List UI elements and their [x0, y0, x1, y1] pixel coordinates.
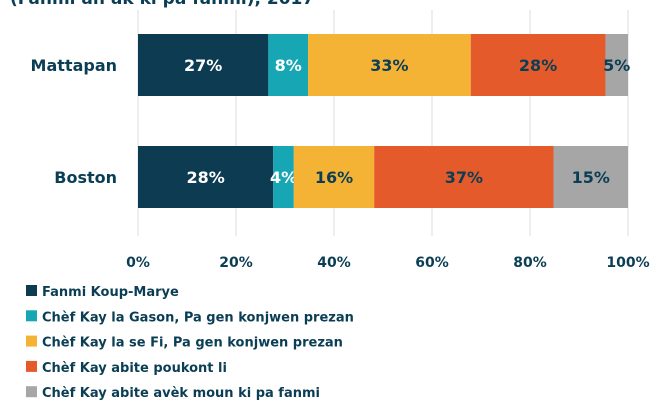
legend-label: Chèf Kay abite avèk moun ki pa fanmi	[42, 386, 320, 401]
bar-segment	[138, 146, 274, 208]
data-label: 4%	[270, 168, 297, 187]
legend-label: Chèf Kay la se Fi, Pa gen konjwen prezan	[42, 336, 343, 351]
legend-label: Chèf Kay abite poukont li	[42, 361, 227, 376]
legend-swatch	[26, 386, 37, 398]
data-label: 16%	[315, 168, 353, 187]
data-label: 28%	[519, 56, 557, 75]
data-label: 8%	[275, 56, 302, 75]
legend-swatch	[26, 335, 37, 347]
legend-label: Chèf Kay la Gason, Pa gen konjwen prezan	[42, 310, 354, 325]
data-label: 15%	[572, 168, 610, 187]
data-label: 33%	[370, 56, 408, 75]
legend-swatch	[26, 310, 37, 322]
x-tick-label: 0%	[126, 255, 150, 271]
y-tick-label: Boston	[54, 168, 117, 187]
x-tick-label: 100%	[606, 255, 649, 271]
data-label: 37%	[445, 168, 483, 187]
data-label: 27%	[184, 56, 222, 75]
x-tick-label: 60%	[415, 255, 449, 271]
legend-swatch	[26, 285, 37, 296]
bar-segment	[605, 34, 628, 96]
legend-label: Fanmi Koup-Marye	[42, 285, 179, 300]
bar-segment	[470, 34, 606, 96]
bar-segment	[553, 146, 628, 208]
bar-segment	[308, 34, 471, 96]
y-tick-label: Mattapan	[31, 56, 117, 75]
bar-segment	[374, 146, 554, 208]
x-tick-label: 40%	[317, 255, 351, 271]
bar-segment	[273, 146, 294, 208]
x-tick-label: 80%	[513, 255, 547, 271]
bar-segment	[138, 34, 269, 96]
chart-title: (Fanmi an ak ki pa fanmi), 2017	[10, 0, 314, 9]
bar-segment	[268, 34, 309, 96]
bar-segment	[293, 146, 375, 208]
legend-swatch	[26, 360, 37, 372]
data-label: 28%	[186, 168, 224, 187]
data-label: 5%	[603, 56, 630, 75]
x-tick-label: 20%	[219, 255, 253, 271]
